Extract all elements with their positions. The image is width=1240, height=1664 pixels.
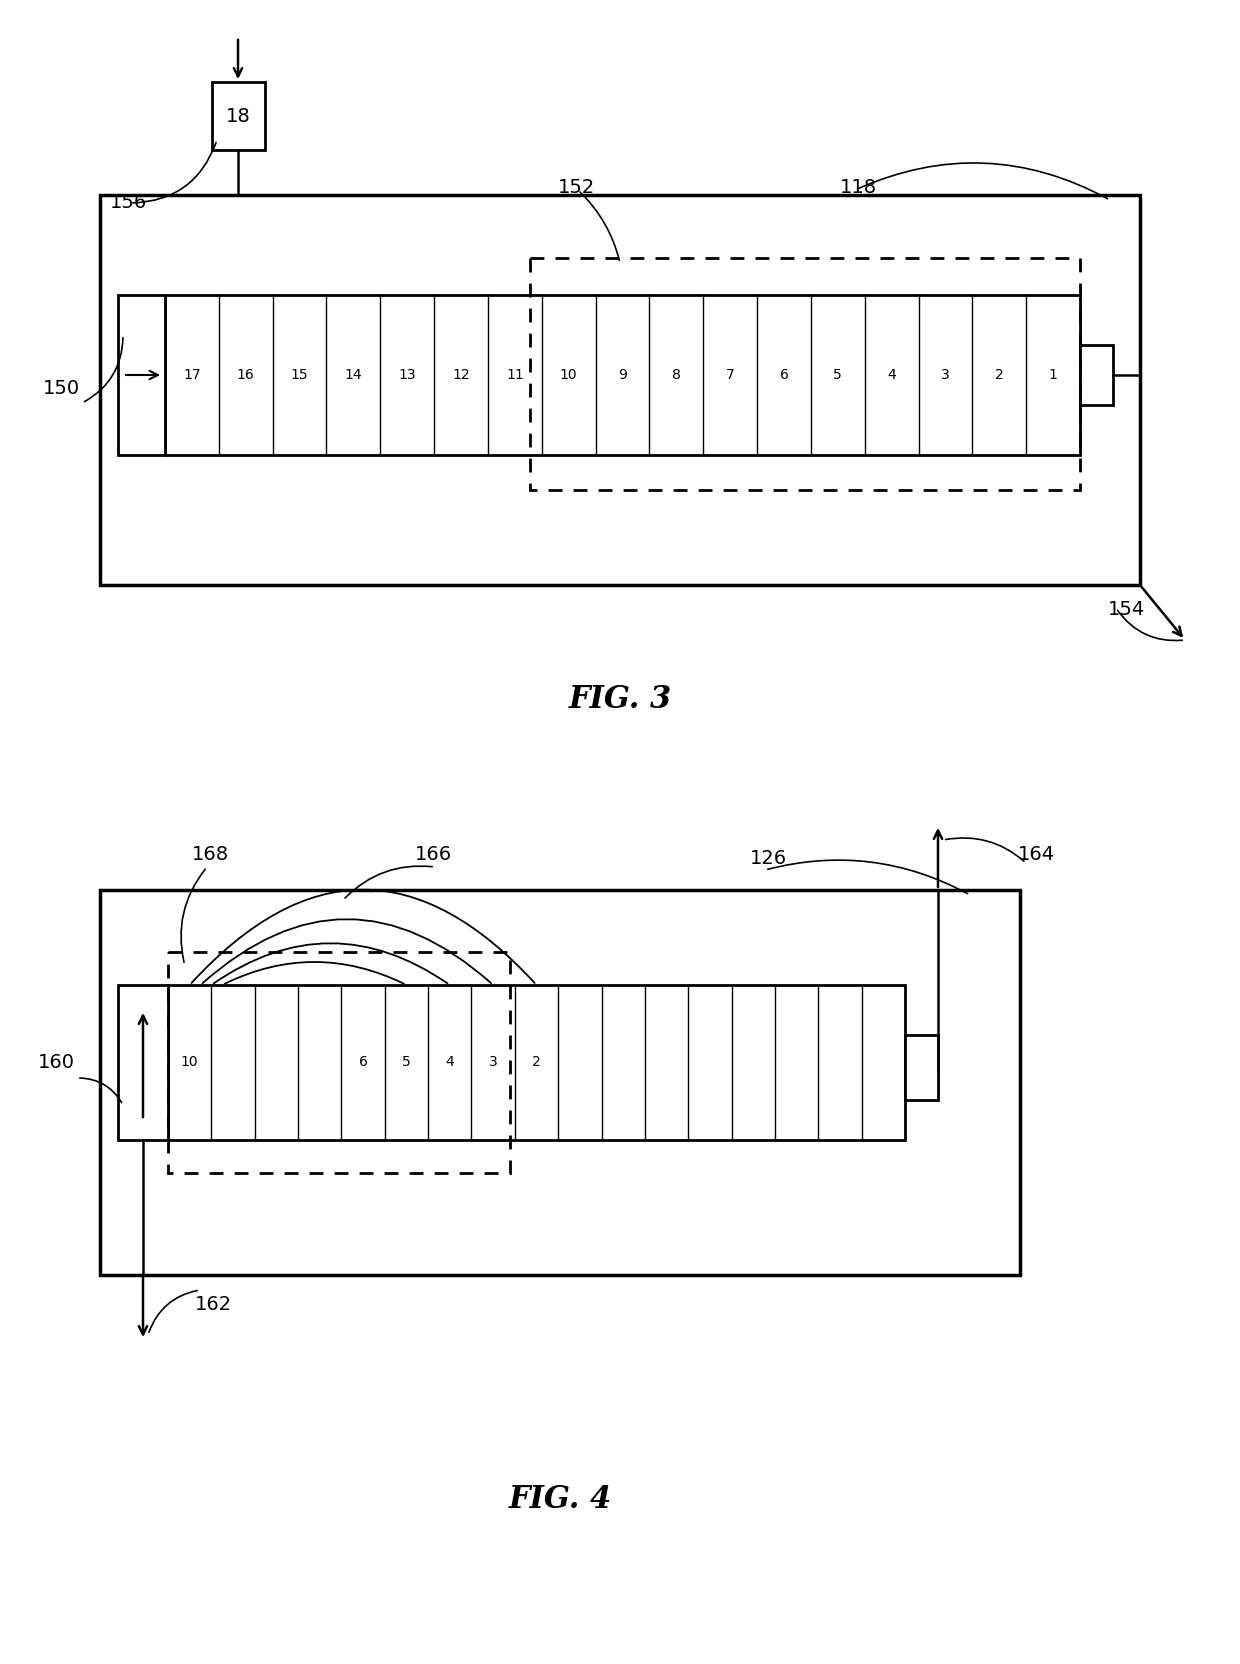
Text: 9: 9 [618, 368, 627, 383]
FancyArrowPatch shape [181, 869, 206, 962]
Text: 126: 126 [750, 849, 787, 867]
Text: 118: 118 [839, 178, 877, 196]
Text: 10: 10 [181, 1055, 198, 1070]
Bar [100, 195, 1140, 586]
Text: 2: 2 [994, 368, 1003, 383]
Bar [118, 985, 167, 1140]
Text: 3: 3 [489, 1055, 497, 1070]
Bar [529, 258, 1080, 489]
Text: 156: 156 [110, 193, 148, 211]
FancyArrowPatch shape [1117, 611, 1182, 641]
FancyArrowPatch shape [202, 919, 491, 983]
Text: 3: 3 [941, 368, 950, 383]
Text: 4: 4 [888, 368, 897, 383]
FancyArrowPatch shape [79, 1078, 122, 1103]
Text: 16: 16 [237, 368, 254, 383]
Bar [167, 952, 510, 1173]
FancyArrowPatch shape [768, 860, 967, 894]
Text: 12: 12 [453, 368, 470, 383]
Bar [167, 985, 905, 1140]
Bar [1080, 344, 1114, 404]
Text: 18: 18 [226, 106, 250, 125]
Text: 7: 7 [725, 368, 734, 383]
Bar [118, 295, 165, 454]
Text: 15: 15 [290, 368, 309, 383]
Text: 10: 10 [560, 368, 578, 383]
Text: 152: 152 [558, 178, 595, 196]
Text: 1: 1 [1049, 368, 1058, 383]
Text: 168: 168 [192, 845, 229, 865]
Text: 4: 4 [445, 1055, 454, 1070]
Bar [905, 1035, 937, 1100]
Text: 6: 6 [358, 1055, 367, 1070]
FancyArrowPatch shape [946, 839, 1024, 862]
Text: 13: 13 [398, 368, 415, 383]
FancyArrowPatch shape [858, 163, 1107, 198]
Text: FIG. 4: FIG. 4 [508, 1484, 611, 1516]
Text: 166: 166 [415, 845, 453, 865]
Text: 17: 17 [184, 368, 201, 383]
Text: 8: 8 [672, 368, 681, 383]
Text: 154: 154 [1109, 601, 1146, 619]
Text: 164: 164 [1018, 845, 1055, 865]
FancyArrowPatch shape [224, 962, 404, 983]
Text: 160: 160 [38, 1053, 74, 1073]
FancyArrowPatch shape [149, 1291, 197, 1333]
Bar [212, 82, 265, 150]
Text: 2: 2 [532, 1055, 541, 1070]
Text: 5: 5 [402, 1055, 410, 1070]
Text: FIG. 3: FIG. 3 [568, 684, 672, 716]
FancyArrowPatch shape [213, 943, 448, 983]
Bar [165, 295, 1080, 454]
FancyArrowPatch shape [191, 890, 534, 983]
FancyArrowPatch shape [580, 191, 619, 260]
FancyArrowPatch shape [133, 143, 216, 203]
FancyArrowPatch shape [84, 338, 123, 401]
FancyArrowPatch shape [345, 865, 433, 899]
Text: 11: 11 [506, 368, 523, 383]
Bar [100, 890, 1021, 1275]
Text: 14: 14 [345, 368, 362, 383]
Text: 5: 5 [833, 368, 842, 383]
Text: 6: 6 [780, 368, 789, 383]
Text: 150: 150 [43, 378, 81, 398]
Text: 162: 162 [195, 1295, 232, 1315]
